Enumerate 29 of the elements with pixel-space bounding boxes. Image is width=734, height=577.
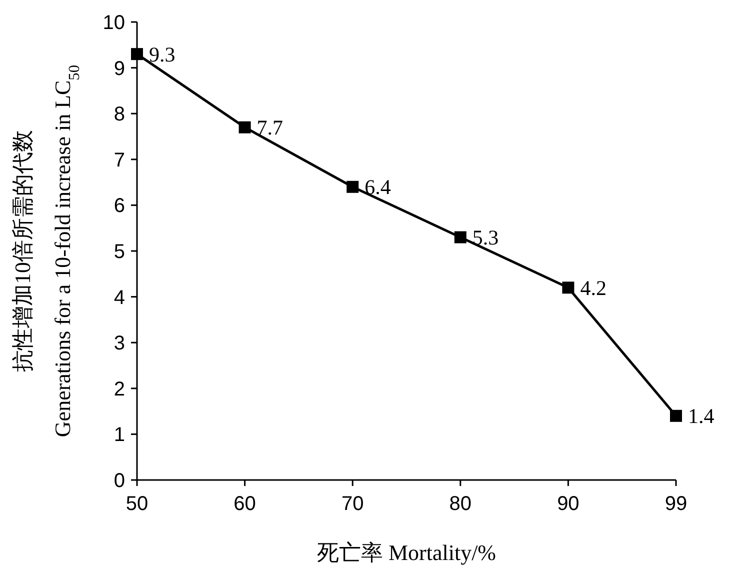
y-tick-label: 2: [114, 378, 125, 400]
y-tick-label: 9: [114, 58, 125, 80]
x-tick-label: 70: [341, 493, 364, 515]
x-tick-label: 99: [664, 493, 688, 515]
y-tick-label: 0: [114, 470, 125, 492]
y-tick-label: 10: [102, 12, 125, 34]
x-tick-label: 50: [126, 493, 148, 515]
data-label: 6.4: [364, 175, 392, 200]
data-label: 4.2: [580, 276, 606, 300]
y-tick-label: 6: [114, 195, 125, 218]
data-label: 1.4: [688, 404, 715, 428]
x-tick-label: 80: [449, 493, 472, 515]
x-axis-title: 死亡率 Mortality/%: [316, 540, 496, 565]
point: [454, 231, 466, 244]
y-tick-label: 4: [114, 286, 125, 309]
point: [670, 410, 682, 422]
y-tick-label: 7: [114, 149, 125, 172]
x-tick-label: 90: [557, 493, 580, 515]
y-tick-label: 5: [114, 241, 125, 263]
y-tick-label: 8: [114, 104, 125, 126]
y-tick-label: 3: [114, 332, 125, 355]
y-tick-label: 1: [114, 424, 125, 446]
point: [238, 121, 251, 134]
point: [346, 180, 359, 193]
data-label: 9.3: [149, 42, 176, 66]
point: [131, 48, 143, 60]
data-label: 7.7: [256, 116, 284, 140]
x-tick-label: 60: [234, 493, 256, 515]
point: [562, 282, 574, 294]
